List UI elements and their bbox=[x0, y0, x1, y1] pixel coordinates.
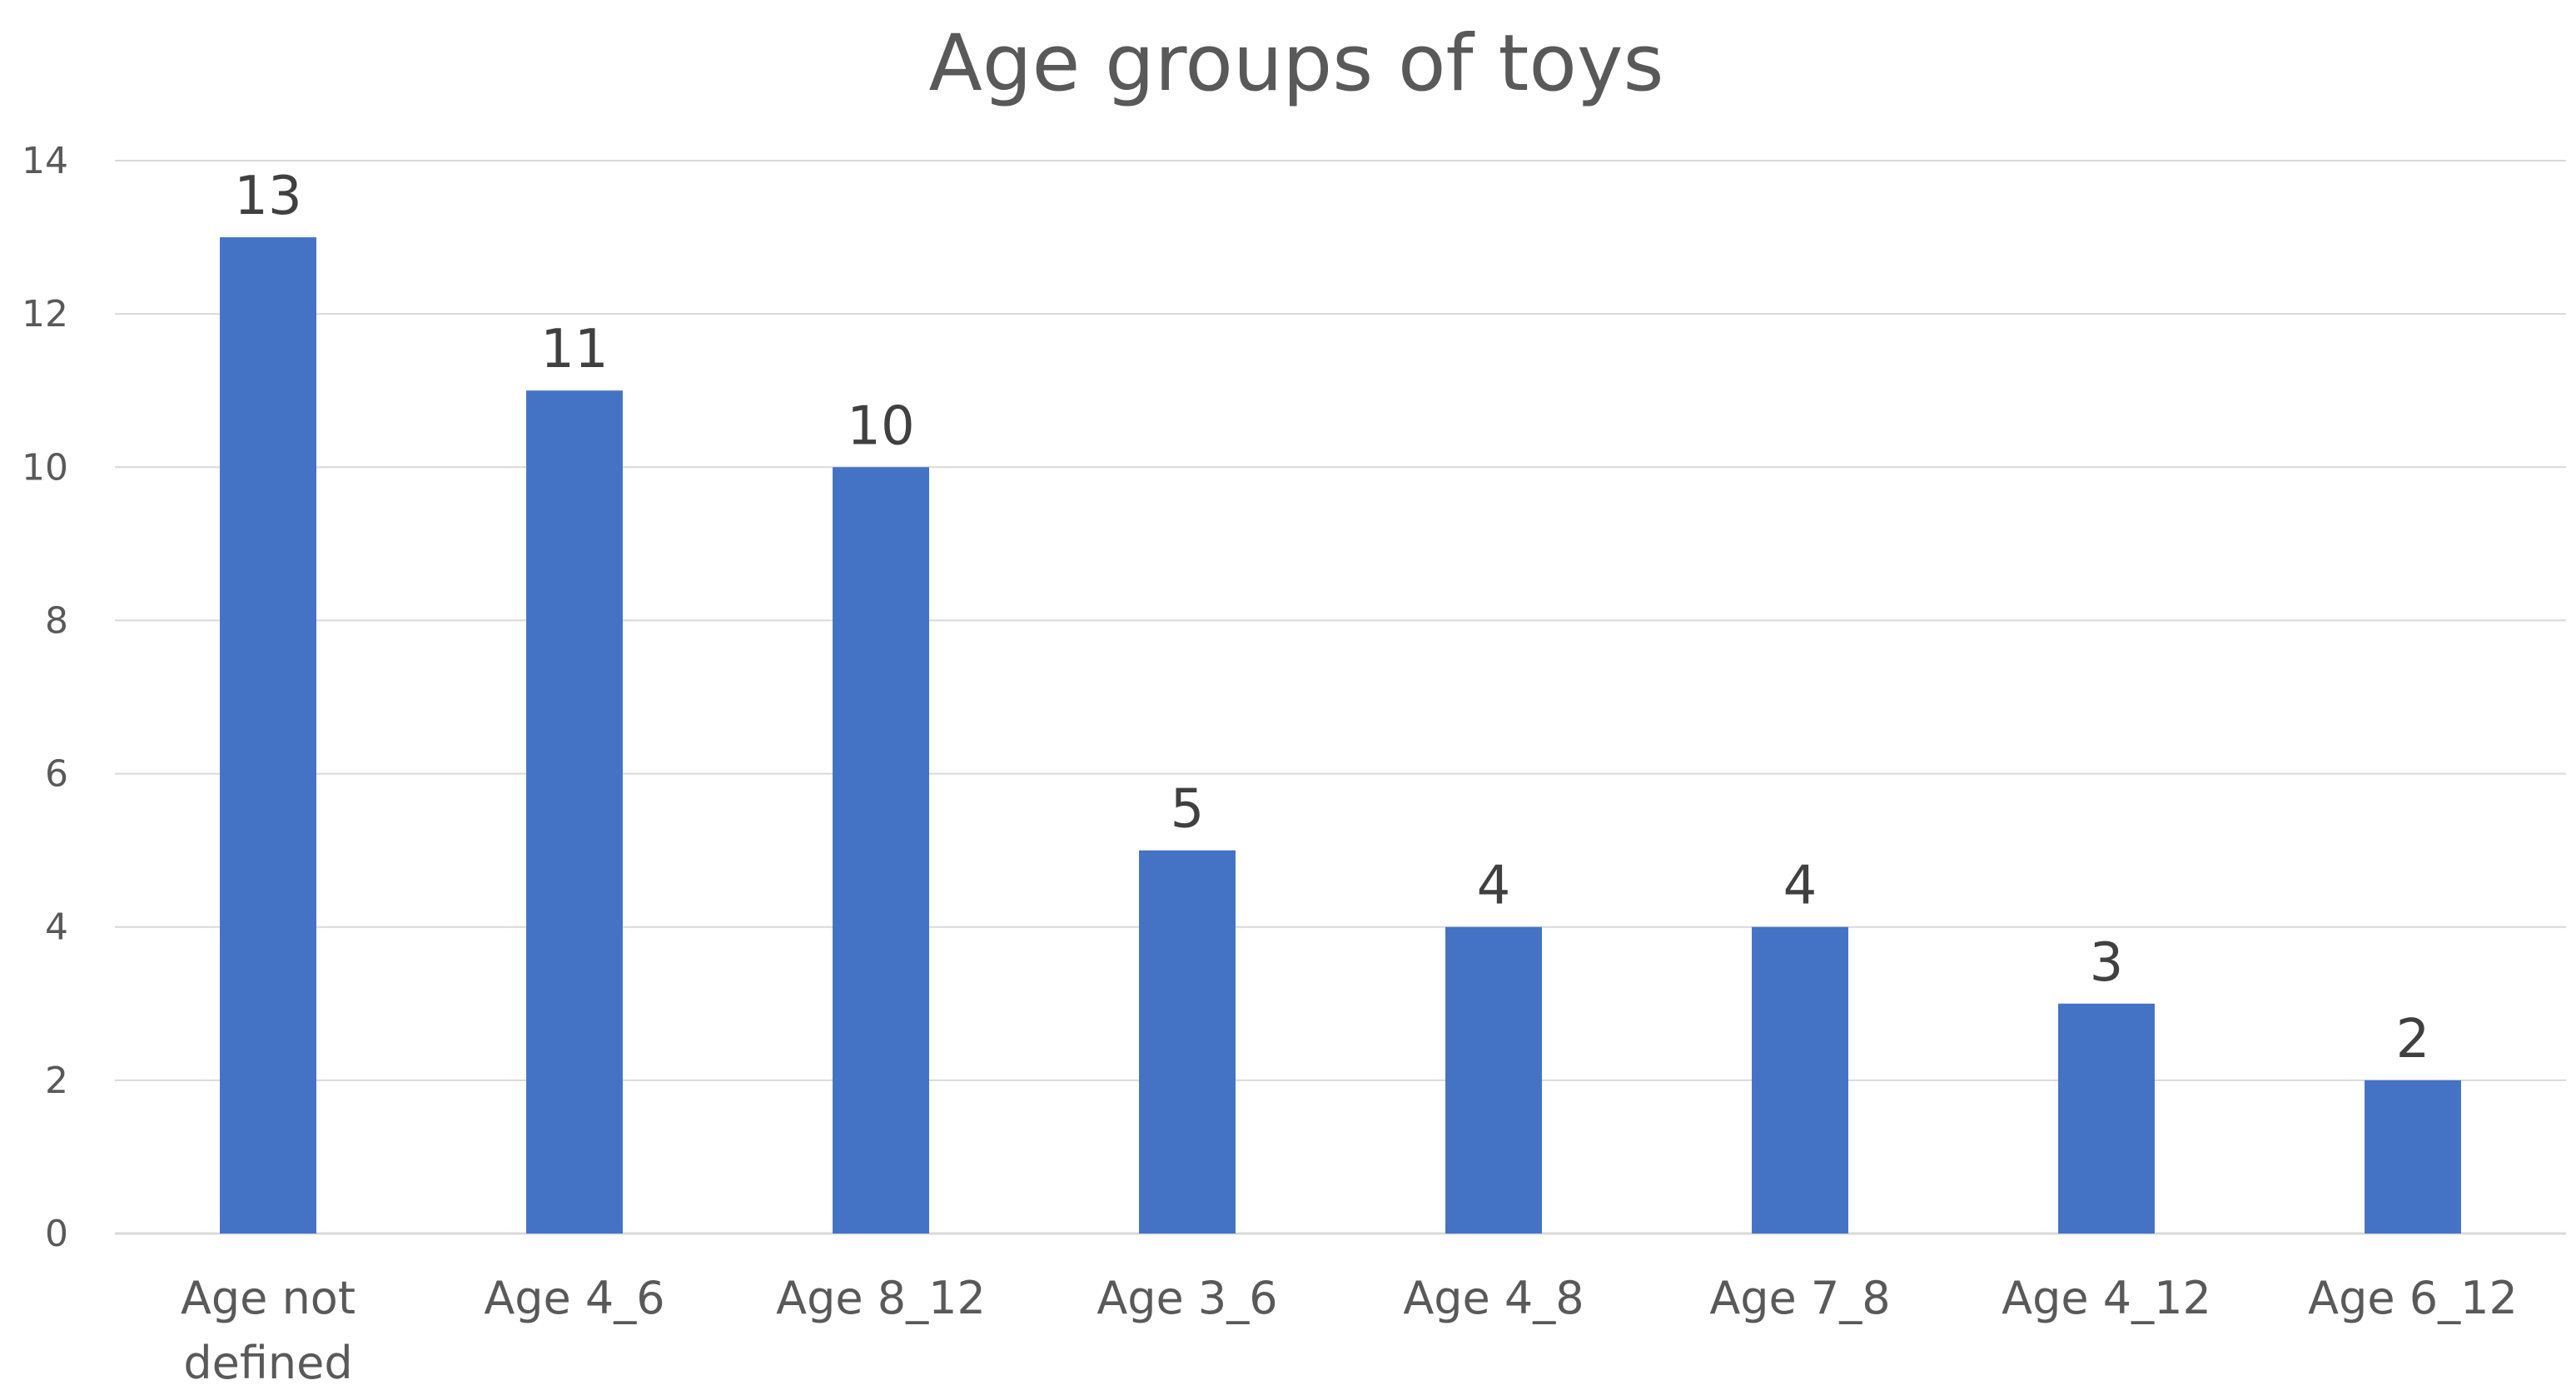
data-label: 4 bbox=[1477, 856, 1511, 917]
x-category-label: Age 8_12 bbox=[776, 1272, 986, 1324]
x-category-label: Age 4_6 bbox=[484, 1272, 664, 1324]
y-tick-label: 14 bbox=[22, 140, 68, 182]
x-category-label: Age 3_6 bbox=[1097, 1272, 1277, 1324]
x-category-label-line: Age 8_12 bbox=[776, 1272, 986, 1324]
data-label: 3 bbox=[2090, 932, 2124, 994]
bar bbox=[833, 467, 929, 1234]
y-tick-label: 4 bbox=[45, 906, 68, 949]
bar bbox=[1139, 850, 1236, 1234]
data-labels: 13 11 10 5 4 4 3 2 bbox=[234, 166, 2429, 1070]
bar bbox=[1752, 926, 1848, 1234]
bar bbox=[2365, 1080, 2461, 1234]
x-category-label-line: Age 4_12 bbox=[2002, 1272, 2211, 1324]
chart-title: Age groups of toys bbox=[929, 18, 1664, 109]
x-category-label: Age 4_8 bbox=[1403, 1272, 1584, 1324]
x-category-label-line: defined bbox=[183, 1337, 352, 1389]
bar bbox=[2058, 1003, 2155, 1234]
x-category-label-line: Age 4_8 bbox=[1403, 1272, 1584, 1324]
bar bbox=[1445, 926, 1542, 1234]
y-tick-label: 8 bbox=[45, 599, 68, 642]
x-category-label: Age not defined bbox=[181, 1272, 356, 1389]
y-axis-ticks: 0 2 4 6 8 10 12 14 bbox=[22, 140, 68, 1255]
y-tick-label: 12 bbox=[22, 293, 68, 335]
y-tick-label: 6 bbox=[45, 753, 68, 796]
data-label: 2 bbox=[2396, 1009, 2430, 1070]
bar bbox=[526, 390, 623, 1234]
x-category-label: Age 4_12 bbox=[2002, 1272, 2211, 1324]
data-label: 4 bbox=[1783, 856, 1818, 917]
data-label: 10 bbox=[847, 395, 914, 457]
bars bbox=[220, 237, 2461, 1234]
x-category-label: Age 6_12 bbox=[2308, 1272, 2518, 1324]
y-tick-label: 2 bbox=[45, 1060, 68, 1102]
gridlines bbox=[115, 160, 2566, 1235]
x-category-label: Age 7_8 bbox=[1709, 1272, 1890, 1324]
x-axis-categories: Age not defined Age 4_6 Age 8_12 Age 3_6 Age … bbox=[181, 1272, 2518, 1389]
x-category-label-line: Age 3_6 bbox=[1097, 1272, 1277, 1324]
x-category-label-line: Age 7_8 bbox=[1709, 1272, 1890, 1324]
data-label: 11 bbox=[540, 319, 608, 380]
data-label: 13 bbox=[234, 166, 301, 227]
y-tick-label: 0 bbox=[45, 1213, 68, 1255]
x-category-label-line: Age 6_12 bbox=[2308, 1272, 2518, 1324]
y-tick-label: 10 bbox=[22, 446, 68, 489]
bar bbox=[220, 237, 316, 1234]
x-category-label-line: Age not bbox=[181, 1272, 356, 1324]
x-category-label-line: Age 4_6 bbox=[484, 1272, 664, 1324]
data-label: 5 bbox=[1171, 779, 1205, 841]
